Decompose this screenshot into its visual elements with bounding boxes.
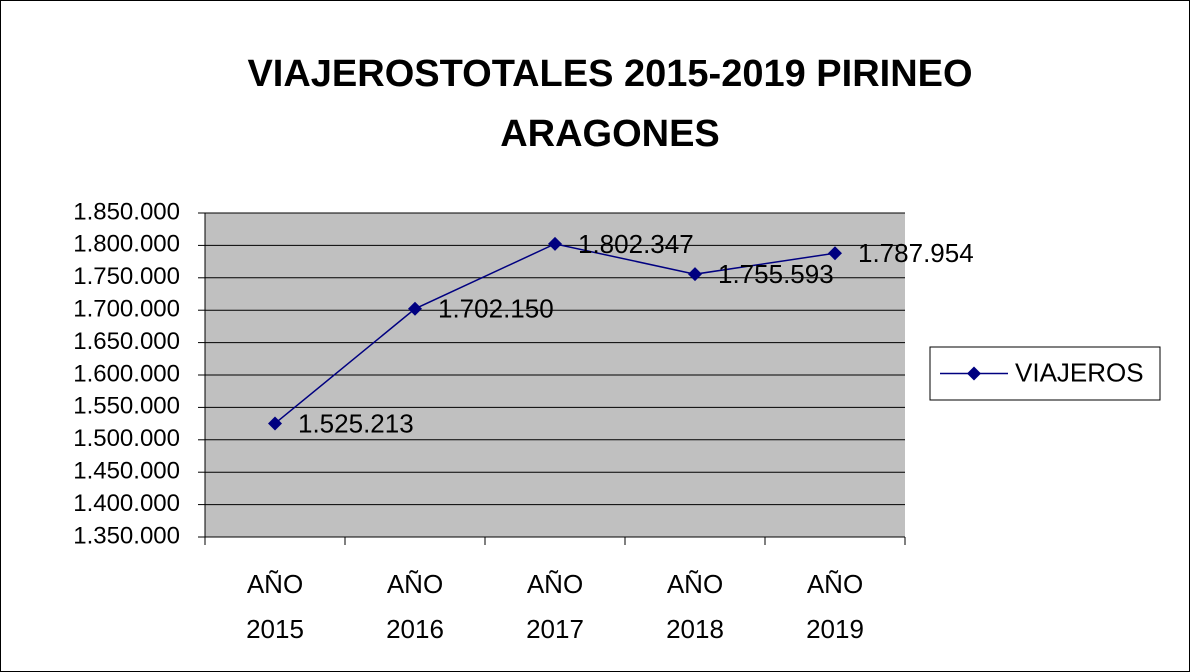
y-tick-label: 1.750.000 — [73, 263, 180, 290]
data-label: 1.702.150 — [438, 294, 554, 324]
y-tick-label: 1.350.000 — [73, 522, 180, 549]
y-tick-label: 1.450.000 — [73, 458, 180, 485]
y-tick-label: 1.850.000 — [73, 198, 180, 225]
x-tick-label: AÑO 2017 — [526, 569, 584, 644]
marker — [268, 416, 282, 431]
y-tick-label: 1.500.000 — [73, 425, 180, 452]
data-label: 1.525.213 — [298, 408, 414, 438]
y-tick-label: 1.400.000 — [73, 490, 180, 517]
x-tick-label: AÑO 2015 — [246, 569, 304, 644]
data-label: 1.755.593 — [718, 259, 834, 289]
marker — [828, 246, 842, 261]
y-tick-label: 1.600.000 — [73, 360, 180, 387]
y-tick-label: 1.650.000 — [73, 328, 180, 355]
marker — [548, 236, 562, 251]
y-tick-label: 1.800.000 — [73, 231, 180, 258]
legend-label: VIAJEROS — [1015, 357, 1144, 387]
legend-marker — [967, 366, 981, 381]
y-tick-label: 1.700.000 — [73, 296, 180, 323]
marker — [408, 301, 422, 316]
data-label: 1.787.954 — [858, 238, 974, 268]
x-tick-label: AÑO 2019 — [806, 569, 864, 644]
x-tick-label: AÑO 2016 — [386, 569, 444, 644]
chart-title: VIAJEROSTOTALES 2015-2019 PIRINEO ARAGON… — [247, 53, 973, 155]
marker — [688, 267, 702, 282]
x-tick-label: AÑO 2018 — [666, 569, 724, 644]
y-tick-label: 1.550.000 — [73, 393, 180, 420]
data-label: 1.802.347 — [578, 229, 694, 259]
